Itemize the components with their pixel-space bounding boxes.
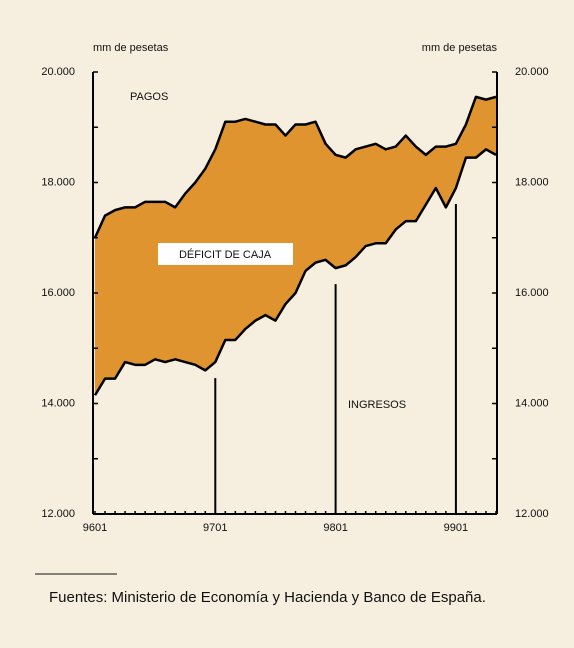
series-line <box>93 148 497 396</box>
source-note: Fuentes: Ministerio de Economía y Hacien… <box>49 589 486 606</box>
deficit-area <box>95 96 496 396</box>
y2-axis-label: mm de pesetas <box>422 42 498 54</box>
y-tick-label: 12.000 <box>41 508 75 520</box>
series-label: INGRESOS <box>348 399 406 411</box>
y-axis-label: mm de pesetas <box>93 42 169 54</box>
y2-tick-label: 18.000 <box>515 176 549 188</box>
y2-tick-label: 12.000 <box>515 508 549 520</box>
y-tick-label: 14.000 <box>41 397 75 409</box>
label-box <box>158 243 293 265</box>
band-label: DÉFICIT DE CAJA <box>179 248 272 261</box>
y2-tick-label: 14.000 <box>515 397 549 409</box>
x-tick-label: 9901 <box>444 522 468 534</box>
x-tick-label: 9601 <box>83 522 107 534</box>
x-tick-label: 9701 <box>203 522 227 534</box>
series-line <box>93 95 497 239</box>
series-label: PAGOS <box>130 91 168 103</box>
y-tick-label: 20.000 <box>41 66 75 78</box>
y-tick-label: 18.000 <box>41 176 75 188</box>
y2-tick-label: 20.000 <box>515 66 549 78</box>
y-tick-label: 16.000 <box>41 287 75 299</box>
x-tick-label: 9801 <box>323 522 347 534</box>
y2-tick-label: 16.000 <box>515 287 549 299</box>
